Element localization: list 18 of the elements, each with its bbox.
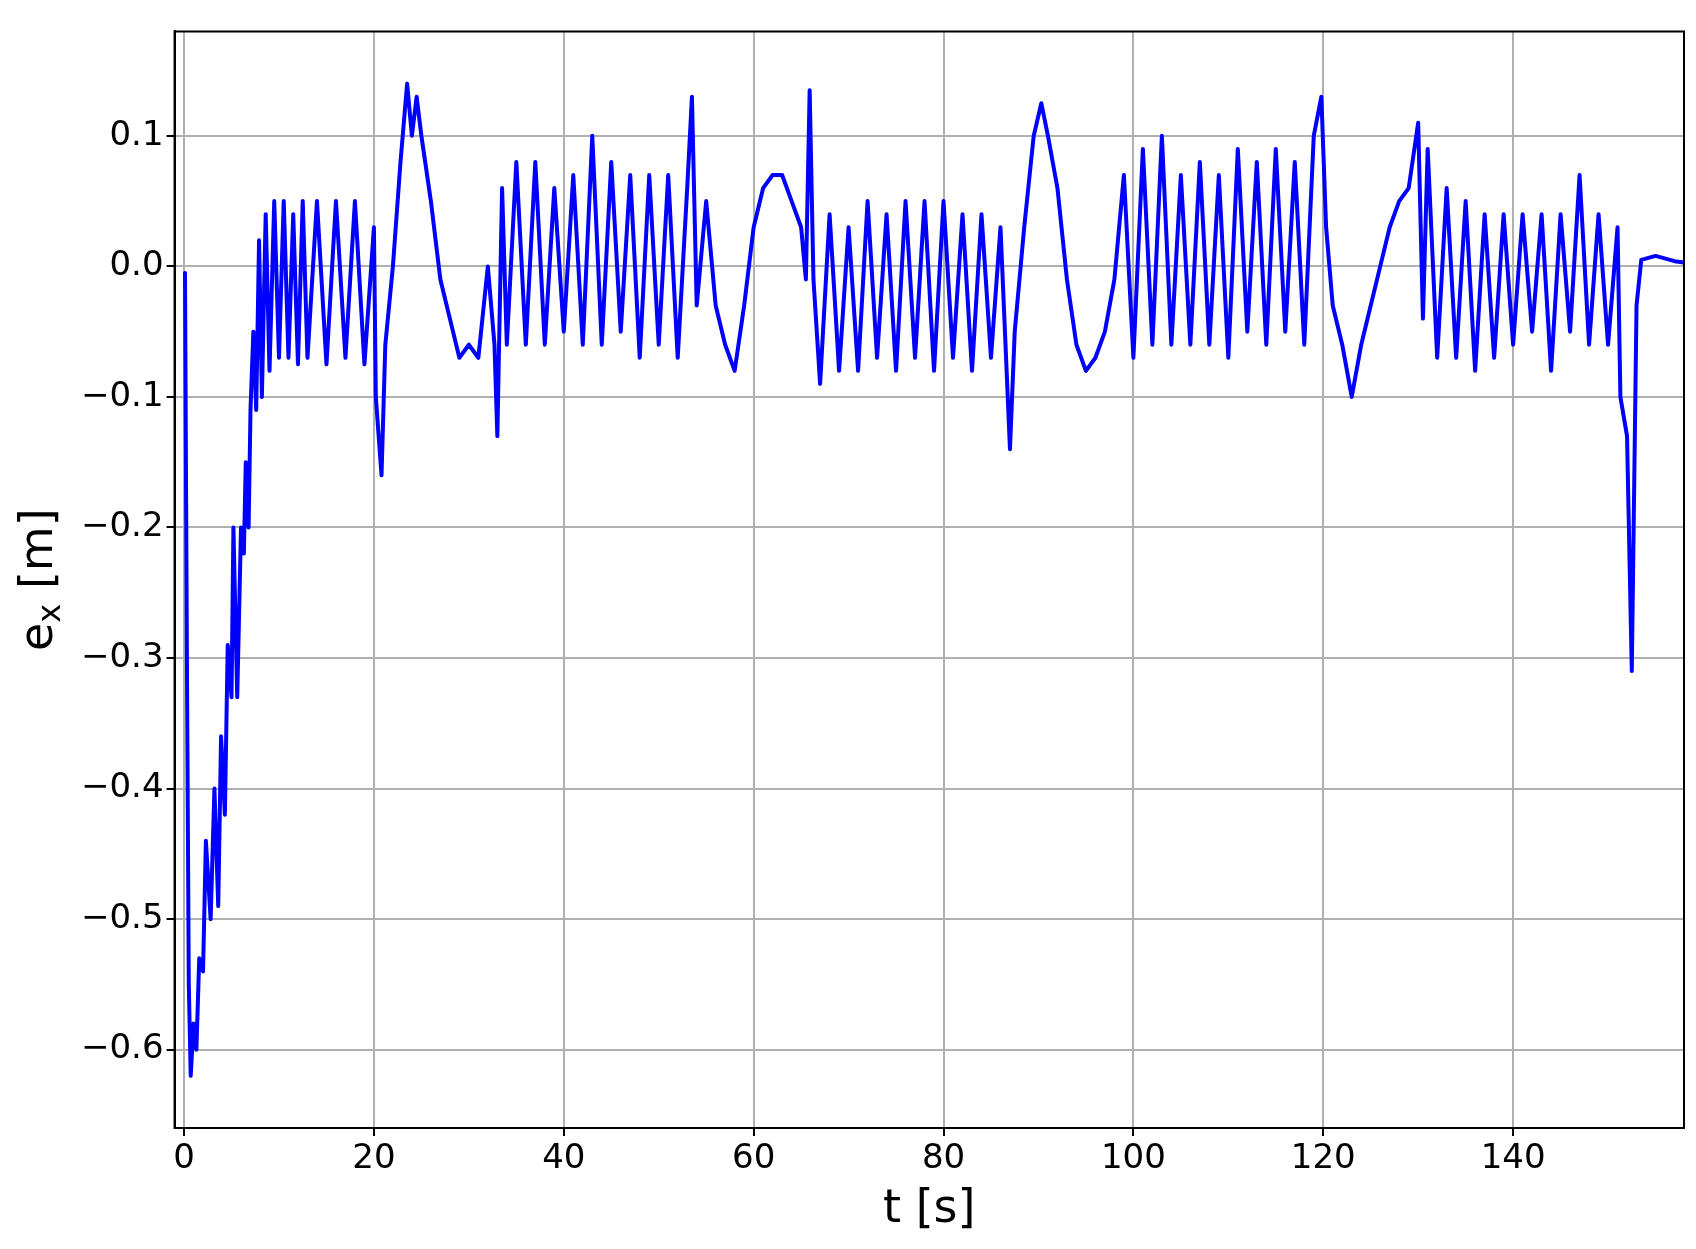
x-tick-label: 100	[1100, 1136, 1166, 1177]
x-tick-label: 140	[1480, 1136, 1546, 1177]
y-tick-label: 0.1	[109, 112, 164, 153]
x-tick-label: 40	[542, 1136, 586, 1177]
x-tick-label: 80	[921, 1136, 966, 1177]
y-tick-label: −0.1	[81, 373, 164, 414]
y-tick-label: −0.6	[81, 1026, 164, 1067]
y-tick-label: −0.2	[81, 504, 164, 545]
y-tick-label: 0.0	[109, 243, 164, 284]
x-tick-label: 20	[352, 1136, 396, 1177]
x-tick-label: 0	[173, 1136, 195, 1177]
y-tick-label: −0.3	[81, 634, 164, 675]
x-tick-label: 120	[1290, 1136, 1356, 1177]
y-axis-title: ex [m]	[8, 508, 68, 651]
y-tick-label: −0.5	[81, 895, 164, 936]
x-tick-label: 60	[732, 1136, 776, 1177]
x-axis-title: t [s]	[883, 1179, 976, 1234]
y-tick-label: −0.4	[81, 765, 164, 806]
